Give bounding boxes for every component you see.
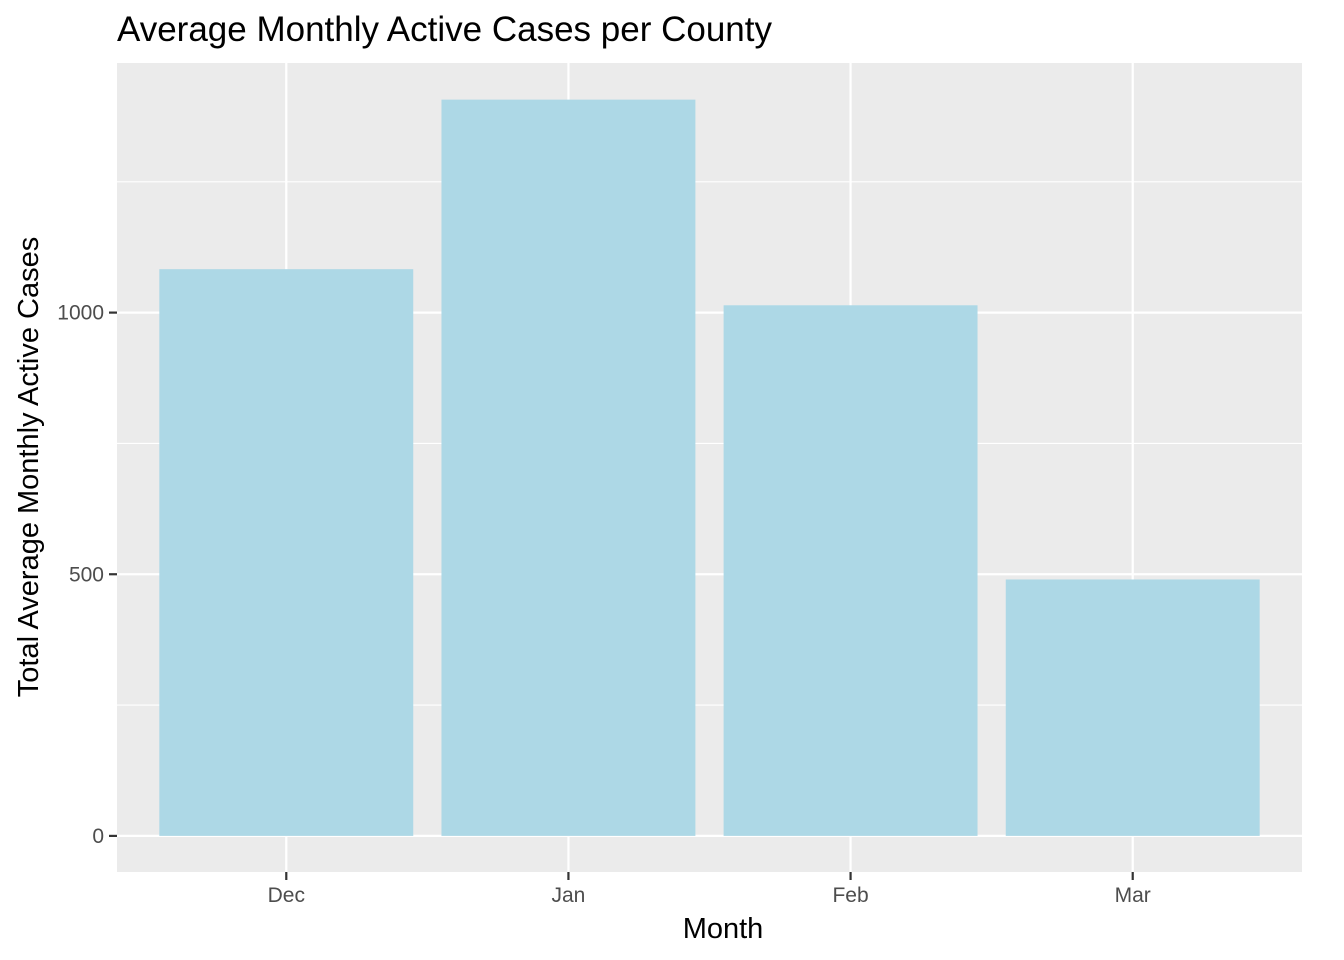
y-tick-label: 1000: [57, 302, 104, 325]
chart-title: Average Monthly Active Cases per County: [117, 10, 772, 49]
x-axis: Dec Jan Feb Mar: [268, 872, 1151, 907]
bar-jan: [441, 99, 696, 836]
bar-feb: [723, 305, 978, 836]
x-tick-label: Jan: [551, 884, 585, 907]
y-tick-label: 0: [92, 825, 104, 848]
y-axis: 0 500 1000: [57, 302, 117, 848]
x-tick-label: Dec: [268, 884, 305, 907]
x-tick-label: Feb: [832, 884, 868, 907]
x-axis-title: Month: [683, 913, 764, 945]
y-axis-title: Total Average Monthly Active Cases: [13, 237, 45, 698]
bar-dec: [159, 269, 414, 836]
y-tick-label: 500: [69, 563, 104, 586]
bars: [159, 99, 1260, 836]
x-tick-label: Mar: [1115, 884, 1151, 907]
bar-mar: [1005, 579, 1260, 836]
